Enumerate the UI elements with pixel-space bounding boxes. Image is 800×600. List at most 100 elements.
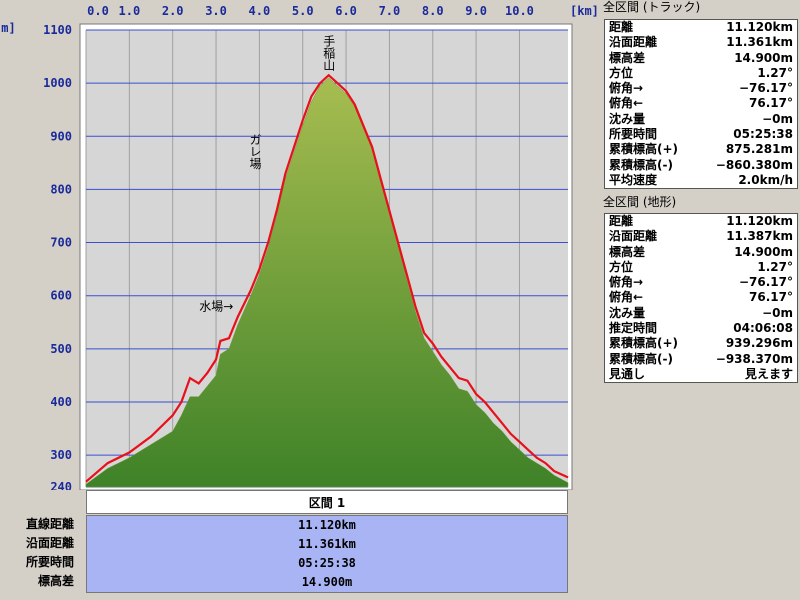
- row-label: 沈み量: [609, 111, 646, 126]
- y-tick-label: 800: [50, 182, 72, 196]
- x-tick-label: 7.0: [379, 4, 401, 18]
- x-tick-label: 1.0: [119, 4, 141, 18]
- row-value: −76.17°: [738, 81, 793, 96]
- row-label: 沈み量: [609, 305, 646, 320]
- row-value: 875.281m: [725, 142, 793, 157]
- track-table: 距離 11.120km 沿面距離 11.361km 標高差 14.900m 方位 1.27° 俯…: [604, 19, 798, 190]
- annotation: 手稲山: [322, 35, 336, 71]
- table-row: 標高差 14.900m: [605, 51, 797, 66]
- section-value: 14.900m: [301, 575, 353, 589]
- row-label: 累積標高(+): [609, 336, 679, 351]
- table-row: 俯角→ −76.17°: [605, 81, 797, 96]
- x-tick-label: 9.0: [465, 4, 487, 18]
- table-row: 平均速度 2.0km/h: [605, 173, 797, 188]
- section-label: 所要時間: [25, 555, 74, 569]
- x-tick-label: 0.0: [87, 4, 109, 18]
- row-label: 見通し: [609, 366, 646, 381]
- row-label: 距離: [609, 214, 634, 228]
- row-value: −860.380m: [715, 157, 793, 172]
- table-row: 俯角← 76.17°: [605, 290, 797, 305]
- row-value: 76.17°: [749, 290, 793, 305]
- row-label: 俯角←: [609, 290, 644, 305]
- row-label: 方位: [609, 259, 634, 274]
- row-value: 11.387km: [726, 229, 793, 244]
- row-value: 939.296m: [725, 336, 793, 351]
- row-label: 平均速度: [609, 172, 658, 187]
- row-label: 沿面距離: [609, 35, 658, 50]
- table-row: 沿面距離 11.361km: [605, 35, 797, 50]
- section-label: 沿面距離: [25, 536, 74, 550]
- table-row: 推定時間 04:06:08: [605, 321, 797, 336]
- row-value: 14.900m: [734, 244, 793, 259]
- section-value: 05:25:38: [298, 556, 356, 570]
- track-panel-title: 全区間 (トラック): [603, 0, 701, 14]
- table-row: 累積標高(+) 939.296m: [605, 336, 797, 351]
- table-row: 所要時間 05:25:38: [605, 127, 797, 142]
- row-value: −938.370m: [715, 351, 793, 366]
- row-label: 俯角→: [609, 275, 644, 290]
- section-values: 11.120km 11.361km 05:25:38 14.900m: [86, 515, 568, 593]
- section-label: 直線距離: [25, 517, 74, 531]
- x-tick-label: 4.0: [249, 4, 271, 18]
- x-tick-label: 10.0: [505, 4, 534, 18]
- table-row: 沿面距離 11.387km: [605, 229, 797, 244]
- y-tick-label: 300: [50, 448, 72, 462]
- terrain-table: 距離 11.120km 沿面距離 11.387km 標高差 14.900m 方位 1.27° 俯…: [604, 213, 798, 384]
- row-value: 04:06:08: [733, 321, 793, 336]
- profile-chart: [m] [km] 0.0 1.0 2.0 3.0 4.0 5.0 6.0 7.0 8.0 9.0 1…: [0, 4, 599, 490]
- x-unit: [km]: [570, 4, 599, 18]
- row-value: 2.0km/h: [738, 172, 793, 187]
- table-row: 俯角→ −76.17°: [605, 275, 797, 290]
- table-row: 標高差 14.900m: [605, 245, 797, 260]
- y-tick-label: 240: [50, 480, 72, 490]
- y-tick-label: 700: [50, 236, 72, 250]
- row-label: 所要時間: [609, 127, 658, 142]
- row-label: 距離: [609, 20, 634, 34]
- row-label: 方位: [609, 65, 634, 80]
- y-tick-label: 1100: [43, 23, 72, 37]
- table-row: 距離 11.120km: [605, 20, 797, 35]
- row-label: 推定時間: [609, 321, 658, 336]
- section-title: 区間 1: [86, 490, 568, 514]
- table-row: 見通し 見えます: [605, 367, 797, 382]
- row-value: 見えます: [744, 366, 793, 381]
- row-value: 14.900m: [734, 50, 793, 65]
- table-row: 累積標高(-) −938.370m: [605, 352, 797, 367]
- row-label: 累積標高(-): [609, 351, 673, 366]
- y-unit: [m]: [0, 21, 16, 35]
- table-row: 距離 11.120km: [605, 214, 797, 229]
- x-tick-label: 6.0: [335, 4, 357, 18]
- x-tick-label: 3.0: [205, 4, 227, 18]
- y-tick-label: 900: [50, 129, 72, 143]
- annotation: 水場→: [199, 299, 233, 313]
- table-row: 俯角← 76.17°: [605, 96, 797, 111]
- row-value: 11.361km: [726, 35, 793, 50]
- annotation: ガレ場: [248, 133, 262, 170]
- table-row: 方位 1.27°: [605, 260, 797, 275]
- row-value: 05:25:38: [733, 127, 793, 142]
- row-value: −76.17°: [738, 275, 793, 290]
- table-row: 方位 1.27°: [605, 66, 797, 81]
- x-tick-label: 2.0: [162, 4, 184, 18]
- row-value: −0m: [762, 305, 793, 320]
- section-value: 11.120km: [298, 518, 356, 532]
- table-row: 累積標高(+) 875.281m: [605, 142, 797, 157]
- row-value: −0m: [762, 111, 793, 126]
- row-label: 俯角←: [609, 96, 644, 111]
- y-tick-label: 600: [50, 289, 72, 303]
- y-tick-label: 500: [50, 342, 72, 356]
- row-label: 俯角→: [609, 81, 644, 96]
- row-value: 1.27°: [757, 259, 793, 274]
- y-tick-label: 400: [50, 395, 72, 409]
- row-value: 76.17°: [749, 96, 793, 111]
- section-label: 標高差: [37, 574, 74, 588]
- row-label: 沿面距離: [609, 229, 658, 244]
- section-value: 11.361km: [298, 537, 356, 551]
- row-label: 標高差: [609, 244, 646, 259]
- table-row: 沈み量 −0m: [605, 306, 797, 321]
- row-label: 標高差: [609, 50, 646, 65]
- y-tick-label: 1000: [43, 76, 72, 90]
- x-tick-label: 5.0: [292, 4, 314, 18]
- row-value: 11.120km: [726, 20, 793, 34]
